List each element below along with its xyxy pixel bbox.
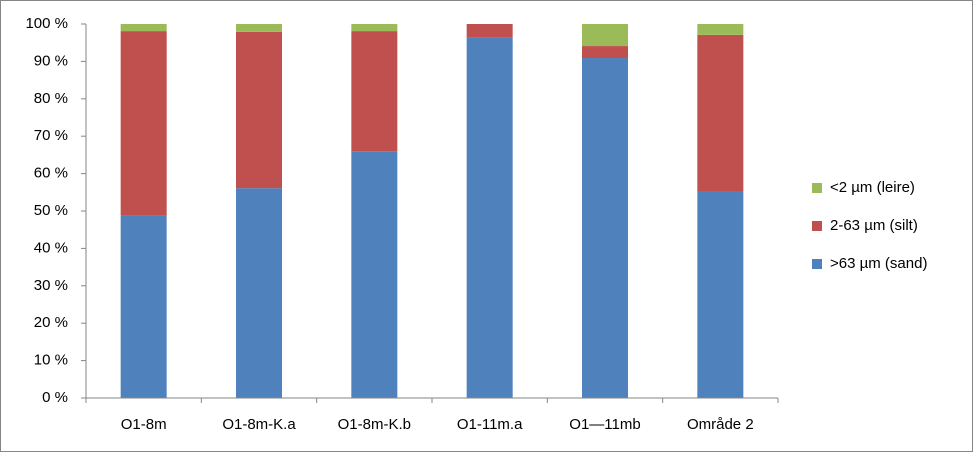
legend-label: <2 µm (leire) (830, 179, 915, 196)
y-tick-label: 10 % (34, 352, 68, 369)
x-tick-label: O1-8m-K.a (222, 416, 296, 433)
bar-segment (236, 188, 282, 398)
x-tick-label: O1-8m-K.b (338, 416, 411, 433)
bar-segment (697, 34, 744, 192)
legend-swatch (812, 183, 822, 193)
legend-swatch (812, 259, 822, 269)
legend-label: >63 µm (sand) (830, 255, 927, 272)
bar-segment (582, 46, 628, 59)
legend-swatch (812, 221, 822, 231)
y-tick-label: 100 % (25, 15, 68, 32)
bar-segment (120, 24, 167, 32)
bar-segment (466, 37, 513, 399)
bar-segment (236, 31, 282, 189)
bar-segment (466, 24, 513, 38)
bar-segment (697, 24, 744, 35)
bar-segment (351, 31, 398, 152)
bar-segment (351, 151, 398, 398)
x-tick-label: O1—11mb (569, 416, 640, 433)
y-tick-label: 0 % (42, 389, 68, 406)
x-tick-label: O1-8m (121, 416, 167, 433)
bar-segment (120, 215, 167, 398)
y-tick-label: 60 % (34, 165, 68, 182)
legend-label: 2-63 µm (silt) (830, 217, 918, 234)
bar-segment (582, 58, 628, 399)
bar-segment (236, 24, 282, 32)
bar-segment (697, 191, 744, 398)
bar-segment (351, 24, 398, 32)
y-tick-label: 80 % (34, 90, 68, 107)
y-tick-label: 90 % (34, 52, 68, 69)
x-tick-label: O1-11m.a (457, 416, 523, 433)
y-tick-label: 40 % (34, 239, 68, 256)
y-tick-label: 30 % (34, 277, 68, 294)
y-tick-label: 70 % (34, 127, 68, 144)
bar-segment (120, 31, 167, 216)
y-tick-label: 50 % (34, 202, 68, 219)
x-tick-label: Område 2 (687, 416, 754, 433)
y-tick-label: 20 % (34, 314, 68, 331)
bar-segment (582, 24, 628, 47)
